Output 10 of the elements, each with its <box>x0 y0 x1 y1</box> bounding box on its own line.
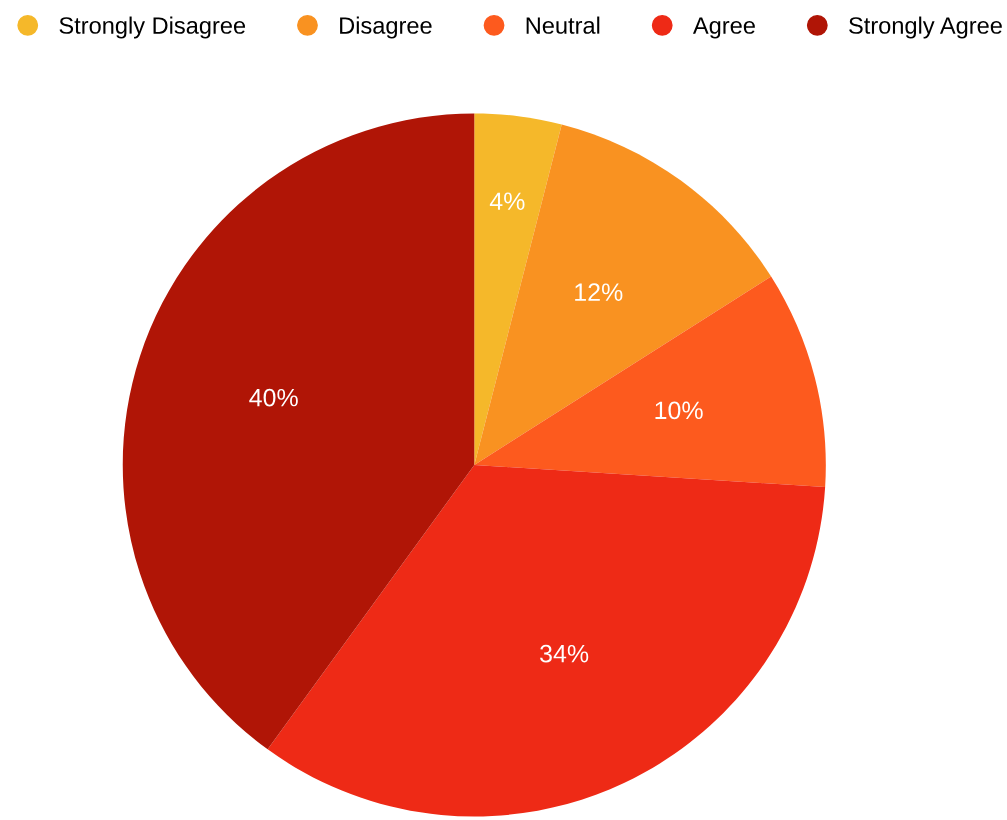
data-label: 12% <box>575 283 623 301</box>
data-label: 40% <box>249 388 298 407</box>
legend-label: Strongly Agree <box>849 16 1002 39</box>
data-label: 4% <box>489 192 525 210</box>
legend-label: Agree <box>692 17 755 39</box>
data-label: 10% <box>655 401 703 420</box>
data-label: 34% <box>540 644 589 663</box>
legend-label: Neutral <box>526 16 600 34</box>
legend-label: Disagree <box>340 16 432 39</box>
legend-label: Strongly Disagree <box>59 16 246 39</box>
